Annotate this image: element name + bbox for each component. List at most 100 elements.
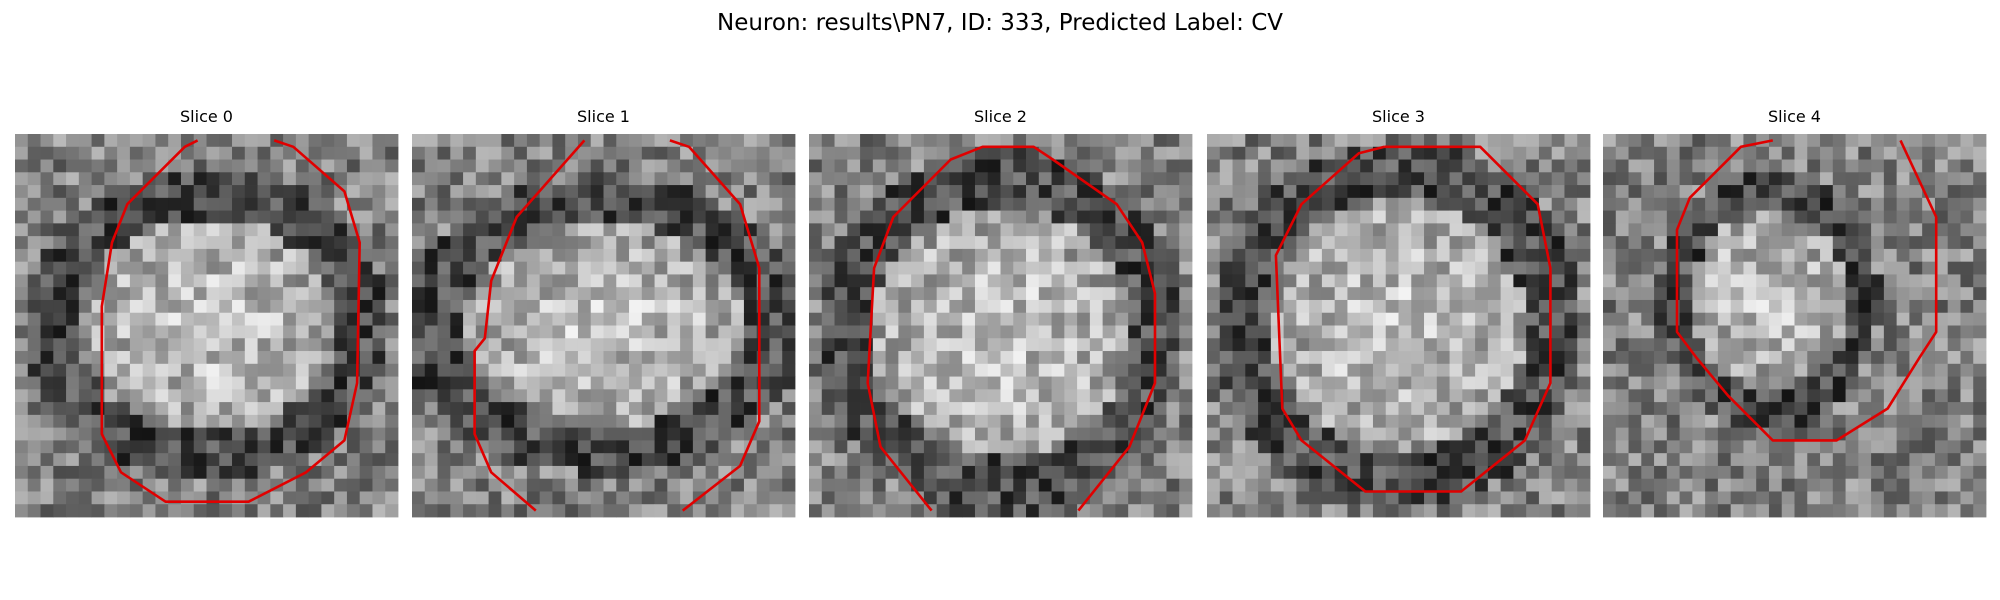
pixel	[1475, 210, 1489, 224]
pixel	[40, 185, 54, 199]
pixel	[1360, 312, 1374, 326]
pixel	[936, 185, 950, 199]
pixel	[821, 363, 835, 377]
pixel	[885, 491, 899, 505]
pixel	[1128, 312, 1142, 326]
pixel	[821, 453, 835, 467]
pixel	[1628, 325, 1642, 339]
pixel	[1909, 427, 1923, 441]
pixel	[898, 299, 912, 314]
pixel	[654, 287, 668, 301]
pixel	[27, 389, 41, 403]
pixel	[1115, 248, 1129, 263]
pixel	[1577, 248, 1591, 263]
pixel	[552, 248, 566, 263]
pixel	[1245, 197, 1259, 211]
pixel	[1794, 325, 1808, 339]
pixel	[1077, 223, 1091, 237]
pixel	[1858, 338, 1872, 352]
pixel	[821, 491, 835, 505]
pixel	[117, 261, 131, 275]
pixel	[1564, 453, 1578, 467]
pixel	[321, 210, 335, 224]
pixel	[1245, 261, 1259, 275]
pixel	[1845, 376, 1859, 390]
pixel	[1411, 504, 1425, 518]
pixel	[1909, 491, 1923, 505]
pixel	[142, 402, 156, 416]
pixel	[1551, 274, 1565, 288]
pixel	[359, 210, 373, 224]
pixel	[1449, 427, 1463, 441]
pixel	[809, 146, 823, 160]
pixel	[1883, 210, 1898, 224]
pixel	[1360, 172, 1374, 186]
pixel	[885, 414, 899, 429]
pixel	[769, 236, 783, 250]
pixel	[270, 376, 284, 390]
pixel	[1077, 299, 1091, 314]
pixel	[1577, 325, 1591, 339]
pixel	[962, 440, 976, 454]
pixel	[27, 338, 41, 352]
pixel	[206, 402, 220, 416]
pixel	[1038, 134, 1052, 148]
pixel	[321, 351, 335, 365]
pixel	[308, 146, 322, 160]
pixel	[1513, 376, 1527, 390]
pixel	[1309, 478, 1323, 492]
pixel	[1615, 465, 1629, 480]
pixel	[1475, 491, 1489, 505]
pixel	[53, 134, 67, 148]
pixel	[1679, 465, 1693, 480]
pixel	[117, 351, 131, 365]
pixel	[1166, 312, 1180, 326]
pixel	[1717, 185, 1732, 199]
pixel	[923, 414, 938, 429]
pixel	[1128, 159, 1142, 173]
pixel	[424, 197, 438, 211]
pixel	[1089, 172, 1104, 186]
pixel	[1973, 478, 1987, 492]
pixel	[756, 159, 770, 173]
pixel	[40, 478, 54, 492]
pixel	[1845, 363, 1859, 377]
pixel	[1883, 159, 1898, 173]
pixel	[1717, 261, 1732, 275]
pixel	[834, 287, 848, 301]
pixel	[1013, 134, 1027, 148]
pixel	[885, 146, 899, 160]
pixel	[1077, 248, 1091, 263]
pixel	[974, 338, 989, 352]
pixel	[232, 236, 246, 250]
pixel	[577, 440, 592, 454]
pixel	[244, 351, 258, 365]
pixel	[1424, 376, 1438, 390]
pixel	[1858, 287, 1872, 301]
pixel	[1296, 478, 1310, 492]
pixel	[1717, 389, 1732, 403]
contour	[1274, 145, 1552, 493]
pixel	[78, 478, 92, 492]
pixel	[936, 363, 950, 377]
pixel	[718, 146, 732, 160]
pixel	[1487, 351, 1502, 365]
pixel	[539, 491, 553, 505]
pixel	[437, 210, 451, 224]
pixel	[412, 440, 426, 454]
pixel	[821, 134, 835, 148]
pixel	[1564, 248, 1578, 263]
pixel	[1026, 223, 1040, 237]
pixel	[1283, 440, 1297, 454]
pixel	[1730, 261, 1744, 275]
pixel	[1756, 210, 1770, 224]
pixel	[308, 312, 322, 326]
pixel	[1513, 223, 1527, 237]
pixel	[1232, 248, 1246, 263]
pixel	[680, 414, 694, 429]
pixel	[1385, 223, 1399, 237]
pixel	[424, 223, 438, 237]
pixel	[1896, 338, 1910, 352]
pixel	[1398, 134, 1412, 148]
